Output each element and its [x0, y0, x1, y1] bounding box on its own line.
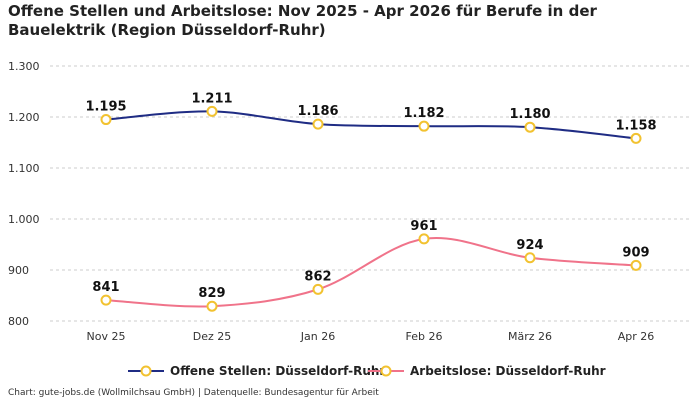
y-tick-label: 900 [8, 264, 29, 277]
legend-marker [140, 365, 152, 377]
data-point [100, 294, 112, 306]
data-label: 841 [92, 280, 119, 295]
y-axis-ticks: 800 900 1.000 1.100 1.200 1.300 [8, 60, 40, 328]
data-point [630, 259, 642, 271]
x-tick-label: Dez 25 [193, 330, 232, 343]
data-point [312, 118, 324, 130]
data-point [524, 252, 536, 264]
x-tick-label: Nov 25 [87, 330, 126, 343]
series-line [105, 110, 637, 140]
chart-title: Offene Stellen und Arbeitslose: Nov 2025… [8, 2, 597, 39]
grid-lines [50, 65, 690, 322]
data-label: 1.195 [85, 100, 126, 115]
data-label: 1.182 [403, 106, 444, 121]
legend-label: Offene Stellen: Düsseldorf-Ruhr [170, 364, 385, 378]
x-axis-ticks: Nov 25 Dez 25 Jan 26 Feb 26 März 26 Apr 26 [87, 330, 655, 343]
series-line [105, 237, 637, 308]
data-point [206, 105, 218, 117]
legend-label: Arbeitslose: Düsseldorf-Ruhr [410, 364, 606, 378]
x-tick-label: Jan 26 [300, 330, 335, 343]
data-label: 924 [516, 238, 543, 253]
data-label: 862 [304, 269, 331, 284]
y-tick-label: 800 [8, 315, 29, 328]
x-tick-label: März 26 [508, 330, 552, 343]
x-tick-label: Apr 26 [618, 330, 655, 343]
data-label: 1.211 [191, 91, 232, 106]
y-tick-label: 1.200 [8, 111, 40, 124]
data-point [524, 121, 536, 133]
data-label: 909 [622, 245, 649, 260]
data-point [312, 283, 324, 295]
source-footer: Chart: gute-jobs.de (Wollmilchsau GmbH) … [8, 388, 379, 398]
legend-marker [380, 365, 392, 377]
data-point [630, 132, 642, 144]
series-group: 1.195 1.211 1.186 1.182 1.180 1.158 841 829 862 9… [85, 91, 657, 312]
y-tick-label: 1.000 [8, 213, 40, 226]
data-label: 1.186 [297, 104, 338, 119]
data-point [206, 300, 218, 312]
data-point [100, 114, 112, 126]
x-tick-label: Feb 26 [406, 330, 443, 343]
y-tick-label: 1.100 [8, 162, 40, 175]
data-label: 961 [410, 219, 437, 234]
data-label: 829 [198, 286, 225, 301]
y-tick-label: 1.300 [8, 60, 40, 73]
data-point [418, 233, 430, 245]
data-label: 1.158 [615, 118, 656, 133]
data-label: 1.180 [509, 107, 550, 122]
legend: Offene Stellen: Düsseldorf-Ruhr Arbeitslo… [128, 364, 606, 378]
data-point [418, 120, 430, 132]
